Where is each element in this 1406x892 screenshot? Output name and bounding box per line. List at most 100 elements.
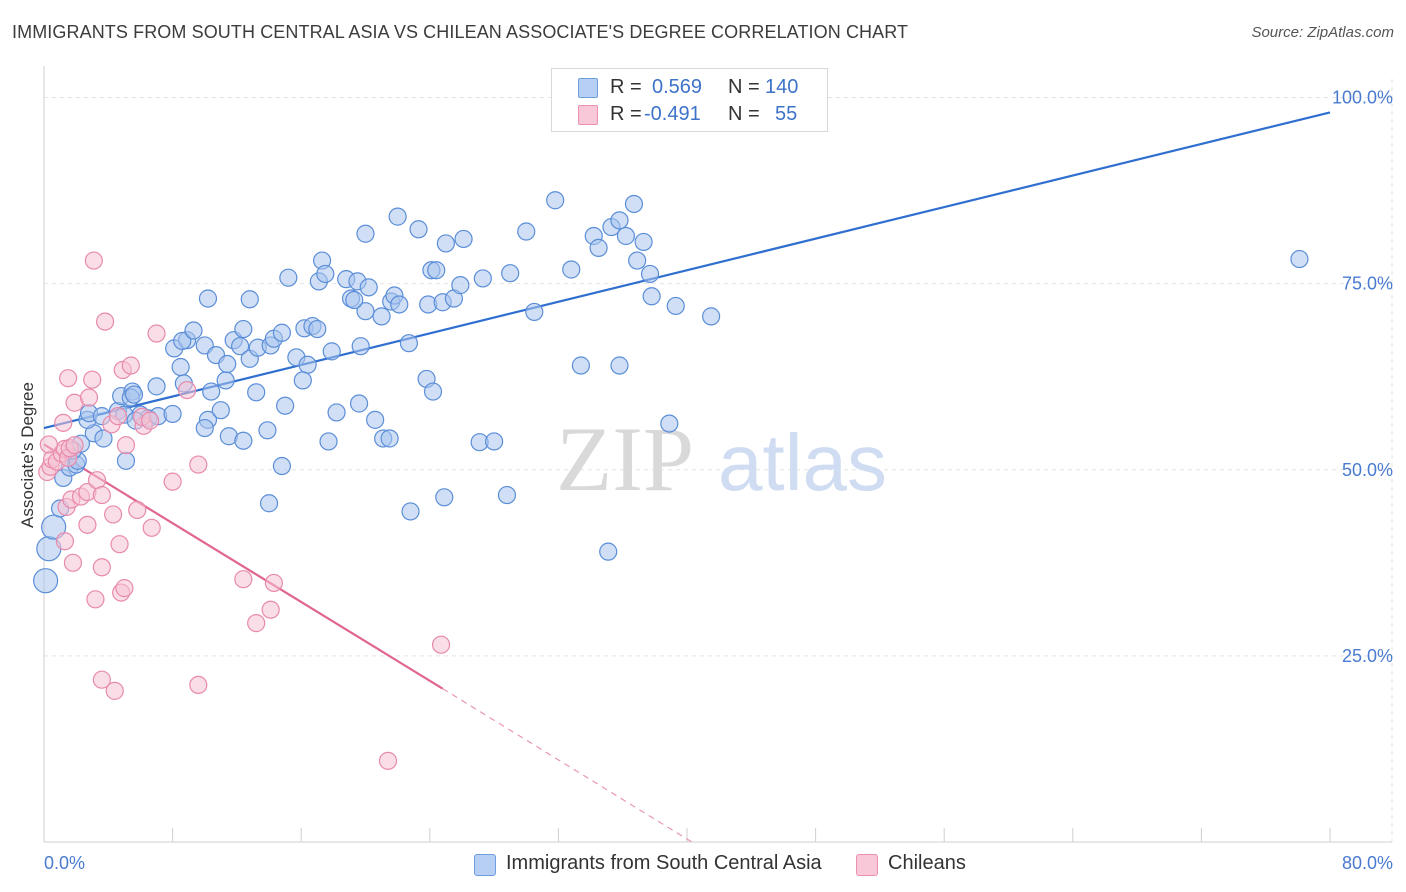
data-point-immigrants: [427, 261, 446, 280]
data-point-immigrants: [497, 485, 517, 505]
data-point-chileans: [234, 570, 253, 589]
x-tick-label-max: 80.0%: [1342, 853, 1393, 873]
chart-source: Source: ZipAtlas.com: [1251, 24, 1394, 41]
data-point-immigrants: [240, 290, 259, 309]
data-point-chileans: [121, 356, 140, 375]
data-point-chileans: [115, 579, 134, 598]
data-point-chileans: [92, 485, 111, 505]
data-point-chileans: [431, 635, 451, 654]
data-point-immigrants: [454, 229, 473, 249]
data-point-immigrants: [216, 371, 235, 390]
data-point-immigrants: [666, 296, 685, 316]
data-point-chileans: [108, 407, 128, 426]
data-point-immigrants: [660, 414, 679, 433]
data-point-chileans: [142, 518, 161, 537]
data-point-immigrants: [211, 401, 230, 420]
data-point-chileans: [92, 670, 111, 689]
y-tick-label: 50.0%: [1342, 460, 1393, 480]
data-point-immigrants: [1290, 249, 1309, 269]
data-point-immigrants: [308, 319, 327, 339]
data-point-immigrants: [628, 251, 647, 270]
legend-r-value-immigrants: 0.569: [652, 76, 703, 98]
data-point-immigrants: [94, 429, 113, 448]
data-point-chileans: [65, 436, 84, 455]
data-point-immigrants: [33, 568, 59, 594]
data-point-immigrants: [276, 396, 295, 415]
data-point-chileans: [247, 614, 266, 633]
legend-swatch-chileans: [578, 105, 598, 125]
data-point-immigrants: [616, 226, 636, 246]
bottom-legend-swatch-chileans: [856, 854, 878, 876]
data-point-immigrants: [517, 222, 536, 241]
legend-n-label: N =: [728, 76, 760, 98]
data-point-chileans: [264, 573, 283, 593]
trendline-immigrants: [43, 111, 1331, 430]
data-point-immigrants: [195, 418, 214, 438]
legend-r-label: R =: [610, 103, 642, 125]
bottom-legend-swatch-immigrants: [474, 854, 496, 876]
data-point-immigrants: [173, 331, 192, 351]
data-point-immigrants: [599, 542, 618, 561]
data-point-immigrants: [436, 234, 455, 253]
data-point-immigrants: [351, 337, 370, 356]
data-point-immigrants: [349, 394, 369, 413]
series-chileans-points: [38, 251, 451, 770]
data-point-chileans: [39, 435, 58, 454]
chart-title: IMMIGRANTS FROM SOUTH CENTRAL ASIA VS CH…: [12, 22, 909, 42]
bottom-legend-label-immigrants: Immigrants from South Central Asia: [506, 852, 822, 874]
y-tick-label: 25.0%: [1342, 646, 1393, 666]
data-point-immigrants: [234, 431, 253, 450]
data-point-chileans: [177, 380, 197, 400]
data-point-immigrants: [293, 371, 312, 390]
data-point-immigrants: [501, 264, 520, 283]
axes: [43, 66, 1392, 843]
legend-n-value-chileans: 55: [775, 103, 798, 125]
x-tick-label-min: 0.0%: [44, 853, 85, 873]
data-point-immigrants: [409, 220, 428, 239]
data-point-immigrants: [372, 307, 391, 326]
data-point-immigrants: [401, 502, 420, 521]
data-point-immigrants: [272, 323, 292, 342]
data-point-immigrants: [359, 278, 378, 297]
data-point-immigrants: [571, 356, 591, 375]
trendlines: [43, 111, 1331, 843]
data-point-immigrants: [247, 383, 266, 402]
data-point-immigrants: [234, 319, 253, 339]
data-point-immigrants: [198, 289, 218, 308]
data-point-immigrants: [390, 295, 409, 314]
trendline-chileans-extrapolated: [442, 688, 693, 843]
data-point-immigrants: [399, 334, 419, 353]
data-point-immigrants: [610, 356, 629, 375]
data-point-chileans: [63, 553, 83, 572]
tick-labels: 25.0% 50.0% 75.0% 100.0% 0.0% 80.0%: [44, 88, 1393, 874]
data-point-immigrants: [272, 456, 292, 476]
data-point-immigrants: [525, 302, 544, 322]
data-point-immigrants: [316, 264, 335, 284]
watermark: ZIP atlas: [556, 408, 887, 510]
legend-swatch-immigrants: [578, 78, 598, 98]
data-point-chileans: [189, 675, 208, 695]
data-point-immigrants: [356, 224, 375, 243]
data-point-immigrants: [319, 432, 338, 451]
series-immigrants-points: [33, 191, 1309, 594]
data-point-chileans: [78, 515, 97, 534]
data-point-immigrants: [184, 321, 203, 340]
data-point-chileans: [140, 411, 160, 430]
data-point-chileans: [79, 388, 99, 407]
data-point-immigrants: [356, 302, 375, 321]
data-point-immigrants: [640, 264, 660, 284]
data-point-immigrants: [147, 377, 166, 396]
data-point-immigrants: [642, 287, 661, 306]
data-point-immigrants: [610, 211, 629, 230]
legend-n-value-immigrants: 140: [765, 76, 799, 98]
y-axis-label: Associate's Degree: [18, 382, 37, 528]
data-point-immigrants: [589, 238, 608, 257]
y-tick-label: 100.0%: [1332, 88, 1393, 108]
data-point-immigrants: [423, 382, 443, 401]
data-point-immigrants: [473, 269, 492, 288]
data-point-immigrants: [435, 488, 454, 507]
data-point-immigrants: [279, 268, 298, 287]
data-point-immigrants: [634, 232, 653, 252]
data-point-chileans: [147, 324, 166, 343]
trendline-chileans: [43, 443, 444, 690]
